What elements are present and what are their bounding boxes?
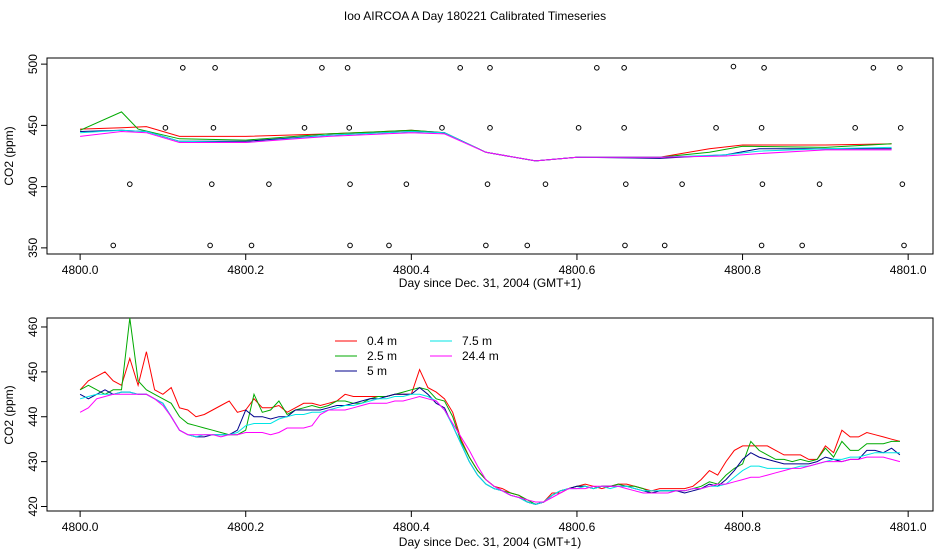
y-tick-label: 430 <box>26 451 40 471</box>
data-point <box>301 125 308 131</box>
data-point <box>483 242 489 249</box>
data-point <box>210 125 217 131</box>
data-point <box>347 242 353 249</box>
data-point <box>901 242 907 249</box>
data-point <box>594 65 600 71</box>
x-tick-label: 4801.0 <box>890 520 927 534</box>
series-line <box>80 126 892 162</box>
data-point <box>487 65 493 71</box>
data-point <box>347 181 353 187</box>
data-point <box>344 65 351 71</box>
bottom-series-lines <box>79 317 901 505</box>
data-point <box>386 242 392 249</box>
data-point <box>799 242 805 249</box>
data-point <box>897 125 904 131</box>
series-line <box>80 129 892 162</box>
data-point <box>484 181 491 187</box>
x-tick-label: 4801.0 <box>890 263 927 277</box>
data-point <box>621 125 627 131</box>
data-point <box>761 65 767 71</box>
top-plot-frame <box>46 57 934 255</box>
y-tick-label: 420 <box>26 496 40 516</box>
x-tick-label: 4800.6 <box>559 520 596 534</box>
data-point <box>179 65 186 71</box>
x-tick-label: 4800.4 <box>393 263 430 277</box>
bottom-axis-ticks: 4800.0 4800.2 4800.4 4800.6 4800.8 4801.0 420 4… <box>26 317 927 534</box>
bottom-panel: 4800.0 4800.2 4800.4 4800.6 4800.8 4801.0 420 4… <box>2 317 934 549</box>
legend-label: 24.4 m <box>462 349 499 363</box>
data-point <box>758 125 765 131</box>
data-point <box>248 242 255 249</box>
top-y-axis-label: CO2 (ppm) <box>2 126 16 185</box>
top-axis-ticks: 4800.0 4800.2 4800.4 4800.6 4800.8 4801.0 350 4… <box>26 54 927 277</box>
legend-label: 5 m <box>367 364 387 378</box>
x-tick-label: 4800.6 <box>559 263 596 277</box>
top-panel: 4800.0 4800.2 4800.4 4800.6 4800.8 4801.0 350 4… <box>2 54 934 290</box>
y-tick-label: 450 <box>26 362 40 382</box>
data-point <box>439 125 445 131</box>
x-tick-label: 4800.0 <box>62 263 99 277</box>
figure-title: Ioo AIRCOA A Day 180221 Calibrated Times… <box>344 9 606 23</box>
data-point <box>524 242 531 249</box>
data-point <box>622 242 628 249</box>
y-tick-label: 400 <box>26 176 40 196</box>
x-tick-label: 4800.0 <box>62 520 99 534</box>
data-point <box>759 181 766 187</box>
data-point <box>319 65 325 71</box>
y-tick-label: 500 <box>26 54 40 74</box>
data-point <box>457 65 463 71</box>
data-point <box>816 181 823 187</box>
legend-label: 2.5 m <box>367 349 397 363</box>
top-scatter-points <box>110 63 907 249</box>
data-point <box>266 181 272 187</box>
data-point <box>758 242 765 249</box>
legend-label: 0.4 m <box>367 334 397 348</box>
bottom-plot-frame <box>46 317 934 512</box>
x-tick-label: 4800.8 <box>724 263 761 277</box>
data-point <box>207 242 213 249</box>
data-point <box>127 181 133 187</box>
data-point <box>621 65 627 71</box>
x-tick-label: 4800.8 <box>724 520 761 534</box>
data-point <box>487 125 493 131</box>
data-point <box>346 125 353 131</box>
bottom-y-axis-label: CO2 (ppm) <box>2 385 16 444</box>
top-series-lines <box>79 111 892 162</box>
legend-label: 7.5 m <box>462 334 492 348</box>
data-point <box>730 63 737 70</box>
legend: 0.4 m2.5 m5 m 7.5 m24.4 m <box>335 334 499 378</box>
series-line <box>80 130 892 162</box>
data-point <box>679 181 685 187</box>
data-point <box>208 181 215 187</box>
x-tick-label: 4800.2 <box>227 520 264 534</box>
data-point <box>110 242 117 249</box>
data-point <box>212 65 218 71</box>
data-point <box>542 181 549 187</box>
x-tick-label: 4800.2 <box>227 263 264 277</box>
y-tick-label: 460 <box>26 317 40 337</box>
data-point <box>575 125 582 131</box>
data-point <box>713 125 719 131</box>
data-point <box>852 125 858 131</box>
series-line <box>79 393 901 503</box>
data-point <box>661 242 668 249</box>
y-tick-label: 450 <box>26 115 40 135</box>
y-tick-label: 350 <box>26 238 40 258</box>
y-tick-label: 440 <box>26 406 40 426</box>
top-x-axis-label: Day since Dec. 31, 2004 (GMT+1) <box>399 276 581 290</box>
data-point <box>870 65 877 71</box>
data-point <box>403 181 410 187</box>
bottom-x-axis-label: Day since Dec. 31, 2004 (GMT+1) <box>399 535 581 549</box>
data-point <box>162 125 169 131</box>
series-line <box>80 129 892 162</box>
x-tick-label: 4800.4 <box>393 520 430 534</box>
series-line <box>79 391 900 505</box>
data-point <box>622 181 629 187</box>
data-point <box>899 181 906 187</box>
data-point <box>897 65 903 71</box>
